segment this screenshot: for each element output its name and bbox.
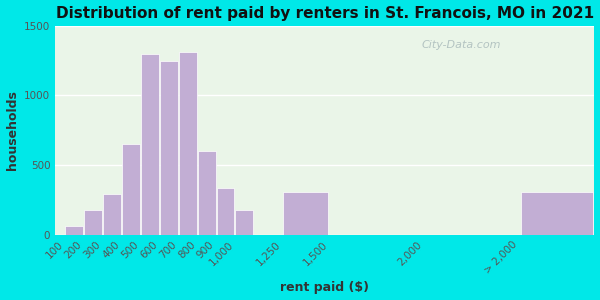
Bar (103, 194, 121, 235)
Bar (122, 144, 140, 235)
Bar (141, 54, 159, 235)
Bar (217, 188, 235, 235)
Bar (65, 226, 83, 235)
Bar (84, 210, 102, 235)
Bar (283, 192, 328, 235)
Text: City-Data.com: City-Data.com (422, 40, 502, 50)
Bar (521, 192, 593, 235)
Bar (235, 210, 253, 235)
Y-axis label: households: households (5, 90, 19, 170)
Title: Distribution of rent paid by renters in St. Francois, MO in 2021: Distribution of rent paid by renters in … (56, 6, 594, 21)
Bar (197, 151, 215, 235)
Bar (160, 61, 178, 235)
Bar (179, 52, 197, 235)
X-axis label: rent paid ($): rent paid ($) (280, 281, 370, 294)
